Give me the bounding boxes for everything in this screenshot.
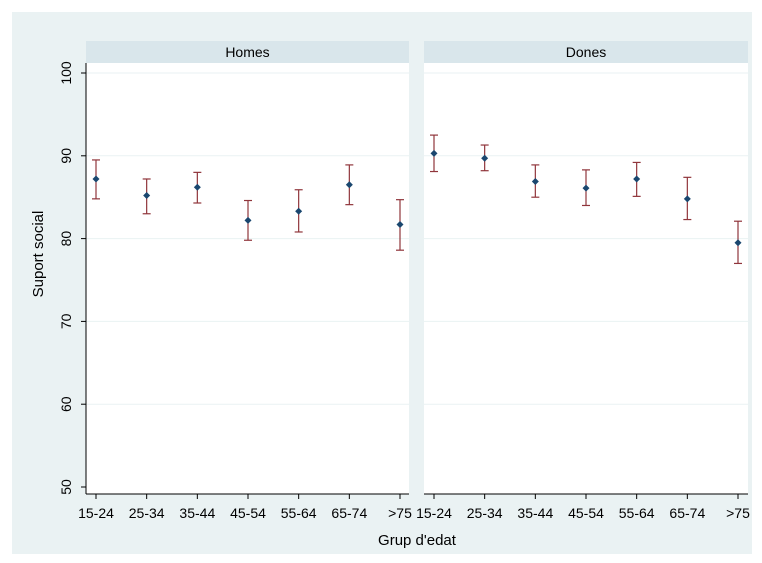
x-tick-label: 15-24 bbox=[78, 505, 114, 521]
data-point bbox=[683, 195, 691, 203]
y-tick-label: 80 bbox=[58, 231, 74, 247]
x-tick-label: >75 bbox=[726, 505, 750, 521]
x-axis-dones: 15-24 25-34 35-44 45-54 55-64 65-74 >75 bbox=[416, 493, 750, 521]
x-axis-homes: 15-24 25-34 35-44 45-54 55-64 65-74 >75 bbox=[78, 493, 412, 521]
y-axis-title: Suport social bbox=[30, 211, 47, 298]
data-point bbox=[633, 175, 641, 183]
x-tick-label: 15-24 bbox=[416, 505, 452, 521]
x-tick-label: 65-74 bbox=[331, 505, 367, 521]
data-point bbox=[143, 192, 151, 200]
x-tick-label: >75 bbox=[388, 505, 412, 521]
data-point bbox=[582, 184, 590, 192]
y-tick-label: 100 bbox=[58, 61, 74, 85]
x-tick-label: 35-44 bbox=[517, 505, 553, 521]
data-point bbox=[734, 239, 742, 247]
gridlines-homes bbox=[86, 72, 409, 405]
x-tick-label: 45-54 bbox=[568, 505, 604, 521]
x-tick-label: 65-74 bbox=[669, 505, 705, 521]
gridlines-dones bbox=[424, 72, 748, 405]
data-point bbox=[244, 216, 252, 224]
marks-homes bbox=[92, 159, 404, 251]
data-point bbox=[481, 154, 489, 162]
plot-area-dones bbox=[424, 63, 748, 494]
strip-homes bbox=[86, 41, 409, 63]
panel-title-homes: Homes bbox=[225, 44, 269, 60]
strip-dones bbox=[424, 41, 748, 63]
data-point bbox=[295, 207, 303, 215]
y-tick-label: 70 bbox=[58, 313, 74, 329]
x-tick-label: 25-34 bbox=[467, 505, 503, 521]
data-point bbox=[345, 181, 353, 189]
data-point bbox=[430, 149, 438, 157]
data-point bbox=[396, 221, 404, 229]
data-point bbox=[193, 183, 201, 191]
x-tick-label: 55-64 bbox=[619, 505, 655, 521]
x-tick-label: 25-34 bbox=[129, 505, 165, 521]
y-tick-label: 90 bbox=[58, 148, 74, 164]
data-point bbox=[531, 177, 539, 185]
y-tick-label: 50 bbox=[58, 479, 74, 495]
panel-title-dones: Dones bbox=[566, 44, 606, 60]
x-tick-label: 35-44 bbox=[179, 505, 215, 521]
y-axis: 50 60 70 80 90 100 bbox=[58, 61, 87, 495]
x-tick-label: 55-64 bbox=[281, 505, 317, 521]
y-tick-label: 60 bbox=[58, 396, 74, 412]
panel-homes: Homes bbox=[86, 41, 409, 494]
x-axis-title: Grup d'edat bbox=[378, 532, 457, 549]
marks-dones bbox=[430, 134, 742, 265]
data-point bbox=[92, 175, 100, 183]
plot-area-homes bbox=[86, 63, 409, 494]
x-tick-label: 45-54 bbox=[230, 505, 266, 521]
panel-dones: Dones bbox=[424, 41, 748, 494]
